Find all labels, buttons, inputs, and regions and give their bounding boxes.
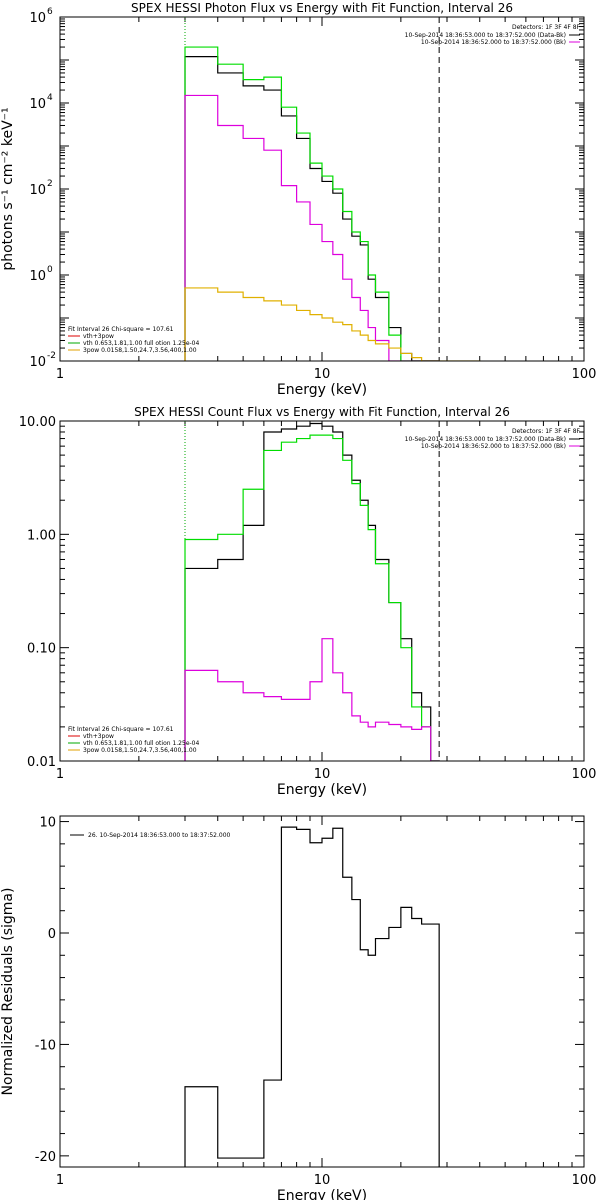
x-tick-label: 1 xyxy=(56,367,64,382)
series-line xyxy=(184,434,440,761)
x-axis-label: Energy (keV) xyxy=(277,1188,367,1200)
legend-left: 26. 10-Sep-2014 18:36:53.000 to 18:37:52… xyxy=(70,832,231,839)
plot-area xyxy=(184,17,481,361)
y-tick-label: -10 xyxy=(35,1038,56,1053)
series-line xyxy=(184,55,440,361)
legend-entry: 3pow 0.0158,1.50,24.7,3.56,400,1.00 xyxy=(83,747,197,754)
x-tick-label: 100 xyxy=(572,367,597,382)
panel-2: SPEX HESSI Count Flux vs Energy with Fit… xyxy=(19,405,597,798)
y-tick-label: 10 4 xyxy=(29,93,53,112)
y-tick-label: 10 0 xyxy=(29,265,53,284)
y-tick-label: 10 xyxy=(39,816,56,831)
legend-entry: vth+3pow xyxy=(83,333,114,340)
y-tick-label: 1.00 xyxy=(27,528,56,543)
chart-title: SPEX HESSI Count Flux vs Energy with Fit… xyxy=(134,405,510,419)
legend-entry: vth+3pow xyxy=(83,733,114,740)
legend-left: Fit Interval 26 Chi-square = 107.61vth+3… xyxy=(68,326,199,354)
y-tick-base: 10 xyxy=(29,11,46,26)
x-tick-label: 10 xyxy=(314,767,331,782)
series-line xyxy=(184,94,440,361)
series-line xyxy=(184,638,440,761)
legend-entry: 10-Sep-2014 18:36:52.000 to 18:37:52.000… xyxy=(421,443,566,450)
y-tick-exponent: 6 xyxy=(47,7,53,17)
y-tick-base: 10 xyxy=(29,269,46,284)
legend-entry: vth 0.653,1.81,1.00 full otion 1.25e-04 xyxy=(83,740,199,747)
y-tick-label: 10 2 xyxy=(29,179,52,198)
chart-title: SPEX HESSI Photon Flux vs Energy with Fi… xyxy=(131,1,513,15)
y-tick-base: 10 xyxy=(29,355,46,370)
y-tick-exponent: 0 xyxy=(47,265,53,275)
y-tick-exponent: -2 xyxy=(47,351,56,361)
legend-header: Fit Interval 26 Chi-square = 107.61 xyxy=(68,326,174,333)
x-tick-label: 10 xyxy=(314,1173,331,1188)
legend-entry: 10-Sep-2014 18:36:52.000 to 18:37:52.000… xyxy=(421,39,566,46)
x-tick-label: 1 xyxy=(56,767,64,782)
x-tick-label: 100 xyxy=(572,1173,597,1188)
y-tick-base: 10 xyxy=(29,97,46,112)
legend-header: Detectors: 1F 3F 4F 8F xyxy=(512,24,581,31)
y-tick-label: 10 6 xyxy=(29,7,53,26)
y-axis-label: Normalized Residuals (sigma) xyxy=(0,888,16,1096)
y-tick-base: 10 xyxy=(29,183,46,198)
plot-frame xyxy=(59,815,585,1168)
series-line xyxy=(184,826,440,1167)
x-axis-label: Energy (keV) xyxy=(277,382,367,398)
legend-header: Fit Interval 26 Chi-square = 107.61 xyxy=(68,726,174,733)
y-tick-label: 0.01 xyxy=(27,755,56,770)
legend-entry: vth 0.653,1.81,1.00 full otion 1.25e-04 xyxy=(83,340,199,347)
y-tick-label: 10 -2 xyxy=(29,351,56,370)
y-axis-label: photons s⁻¹ cm⁻² keV⁻¹ xyxy=(0,107,16,270)
y-tick-label: 0.10 xyxy=(27,642,56,657)
legend-entry: 10-Sep-2014 18:36:53.000 to 18:37:52.000… xyxy=(405,32,566,39)
panel-1: SPEX HESSI Photon Flux vs Energy with Fi… xyxy=(0,1,596,398)
x-tick-label: 1 xyxy=(56,1173,64,1188)
plot-frame xyxy=(59,420,585,762)
plot-area xyxy=(184,421,440,761)
x-tick-label: 10 xyxy=(314,367,331,382)
plot-frame xyxy=(59,16,585,362)
series-line xyxy=(184,422,440,761)
y-tick-exponent: 2 xyxy=(47,179,53,189)
legend-left: Fit Interval 26 Chi-square = 107.61vth+3… xyxy=(68,726,199,754)
series-line xyxy=(184,287,481,361)
legend-header: Detectors: 1F 3F 4F 8F xyxy=(512,428,581,435)
y-tick-label: 0 xyxy=(48,927,56,942)
plot-area xyxy=(184,826,440,1167)
series-line xyxy=(184,46,440,361)
y-tick-label: -20 xyxy=(35,1150,56,1165)
y-tick-exponent: 4 xyxy=(47,93,53,103)
y-tick-label: 10.00 xyxy=(19,415,56,430)
x-axis-label: Energy (keV) xyxy=(277,782,367,798)
legend-entry: 10-Sep-2014 18:36:53.000 to 18:37:52.000… xyxy=(405,436,566,443)
legend-entry: 3pow 0.0158,1.50,24.7,3.56,400,1.00 xyxy=(83,347,197,354)
legend-entry: 26. 10-Sep-2014 18:36:53.000 to 18:37:52… xyxy=(88,832,231,839)
x-tick-label: 100 xyxy=(572,767,597,782)
